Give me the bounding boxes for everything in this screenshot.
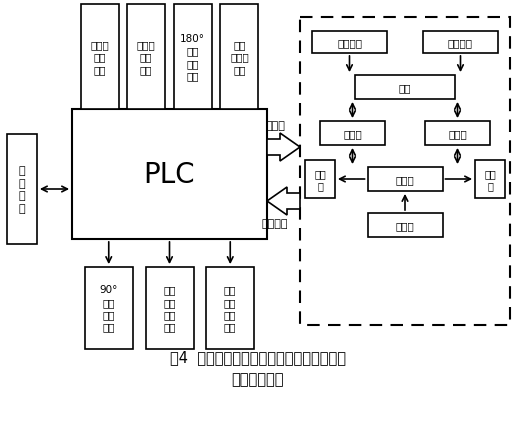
Text: 下齿耙
气缸
控制: 下齿耙 气缸 控制 <box>137 40 155 75</box>
Bar <box>475 161 505 199</box>
Text: 减压阀: 减压阀 <box>396 221 414 230</box>
FancyArrow shape <box>267 187 300 216</box>
Bar <box>85 268 133 349</box>
Bar <box>305 161 335 199</box>
Text: 电磁阀: 电磁阀 <box>396 175 414 184</box>
Bar <box>425 122 490 146</box>
Text: 磁性开关: 磁性开关 <box>337 38 362 48</box>
Bar <box>127 5 165 110</box>
Bar <box>174 5 212 110</box>
Text: 180°
摆动
气缸
控制: 180° 摆动 气缸 控制 <box>180 34 205 81</box>
Text: 磁性开关: 磁性开关 <box>448 38 473 48</box>
Bar <box>300 18 510 325</box>
Bar <box>146 268 193 349</box>
Text: 图4  包装袋折边折角作业机械手控制系统的: 图4 包装袋折边折角作业机械手控制系统的 <box>170 350 346 365</box>
Bar <box>423 32 498 54</box>
Text: 总体设计方案: 总体设计方案 <box>232 371 284 386</box>
Text: 纵向
移动
气缸
控制: 纵向 移动 气缸 控制 <box>163 285 176 332</box>
Text: 人
机
界
面: 人 机 界 面 <box>19 166 25 213</box>
FancyArrow shape <box>267 134 300 161</box>
Text: 横向
移动
气缸
控制: 横向 移动 气缸 控制 <box>224 285 237 332</box>
Text: 电磁阀: 电磁阀 <box>265 121 285 131</box>
Bar <box>7 135 37 245</box>
Text: 磁性开关: 磁性开关 <box>262 219 288 228</box>
Bar <box>312 32 387 54</box>
Text: 90°
摆动
气缸
控制: 90° 摆动 气缸 控制 <box>99 285 118 332</box>
Bar <box>206 268 254 349</box>
Bar <box>355 76 455 100</box>
Bar <box>220 5 258 110</box>
Text: 消音
器: 消音 器 <box>484 168 496 191</box>
Text: 真空
发生器
控制: 真空 发生器 控制 <box>230 40 249 75</box>
Text: 消音
器: 消音 器 <box>314 168 326 191</box>
Bar <box>368 213 443 237</box>
Text: 节流阀: 节流阀 <box>343 129 362 139</box>
Bar <box>72 110 267 239</box>
Bar <box>368 167 443 192</box>
Text: 节流阀: 节流阀 <box>448 129 467 139</box>
Bar <box>320 122 385 146</box>
Text: 气缸: 气缸 <box>399 83 411 93</box>
Bar <box>81 5 119 110</box>
Text: PLC: PLC <box>144 161 196 189</box>
Text: 上吸盘
气缸
控制: 上吸盘 气缸 控制 <box>90 40 109 75</box>
